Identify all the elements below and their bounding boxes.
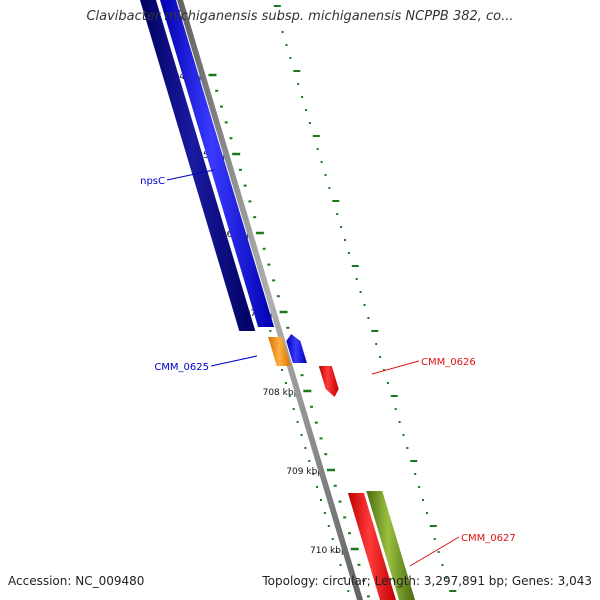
- map-title: Clavibacter michiganensis subsp. michiga…: [86, 9, 514, 24]
- cds-npsC-outer: [140, 0, 256, 331]
- cds-CMM_0627-green: [366, 491, 415, 600]
- gene-label-leader: [210, 355, 258, 367]
- ruler-tick-label: 709 kbp: [286, 467, 323, 477]
- feature-track: [140, 0, 415, 600]
- ruler-tick-label: 708 kbp: [263, 388, 300, 398]
- cds-npsC-inner: [160, 0, 275, 327]
- feature-labels: npsC CMM_0625 CMM_0626 CMM_0627: [140, 169, 516, 567]
- genome-summary-text: Topology: circular; Length: 3,297,891 bp…: [262, 574, 592, 588]
- gene-label: CMM_0626: [421, 357, 476, 368]
- cds-CMM_0625-arrow: [286, 334, 307, 363]
- cds-CMM_0626-arrow: [318, 366, 339, 397]
- ruler-tick-label: 710 kbp: [310, 546, 347, 556]
- cds-CMM_0627-red: [347, 493, 396, 600]
- backbone-track: [177, 0, 363, 600]
- gene-label-leader: [166, 169, 215, 181]
- gc-content-dots: [171, 5, 457, 592]
- accession-text: Accession: NC_009480: [8, 574, 145, 588]
- feature-CMM_0625-rna: [268, 337, 291, 366]
- gene-label-leader: [409, 536, 460, 567]
- backbone-line: [177, 0, 363, 600]
- gene-label: npsC: [140, 176, 165, 187]
- gene-label: CMM_0627: [461, 533, 516, 544]
- gene-label-leader: [371, 360, 420, 375]
- gene-label: CMM_0625: [154, 362, 209, 373]
